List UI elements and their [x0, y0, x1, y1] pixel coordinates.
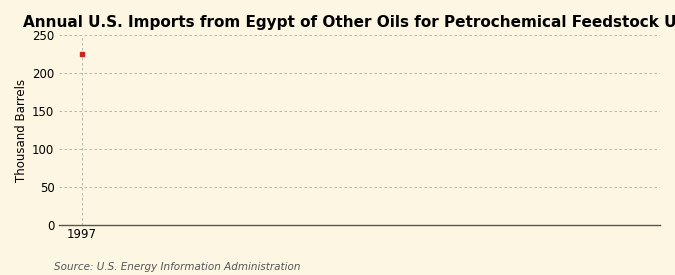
- Title: Annual U.S. Imports from Egypt of Other Oils for Petrochemical Feedstock Use: Annual U.S. Imports from Egypt of Other …: [23, 15, 675, 30]
- Text: Source: U.S. Energy Information Administration: Source: U.S. Energy Information Administ…: [54, 262, 300, 272]
- Y-axis label: Thousand Barrels: Thousand Barrels: [15, 79, 28, 182]
